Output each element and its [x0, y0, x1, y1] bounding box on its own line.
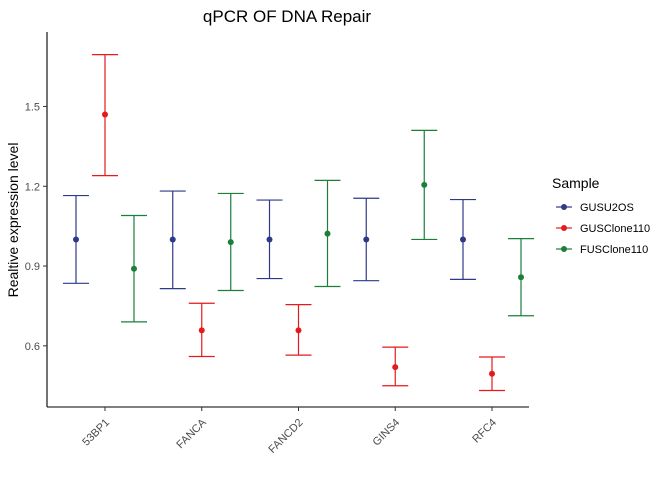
legend-title: Sample	[552, 175, 600, 191]
y-tick-label: 0.6	[25, 341, 40, 353]
data-point	[266, 236, 273, 243]
data-point	[392, 364, 399, 371]
legend-label: GUSClone110	[580, 223, 650, 235]
data-point	[324, 230, 331, 237]
x-tick-label: RFC4	[470, 417, 499, 446]
y-tick-label: 1.2	[25, 181, 40, 193]
x-tick-label: GINS4	[371, 417, 403, 449]
plot-area: 0.6 0.9 1.2 1.5 53BP1 FANCA FANCD2 GINS4 RFC4	[25, 32, 534, 456]
legend-key-point	[561, 246, 567, 252]
data-point	[460, 236, 466, 243]
x-tick-label: FANCA	[174, 416, 209, 451]
data-point	[421, 181, 428, 188]
data-point	[295, 327, 302, 334]
legend-key-point	[561, 225, 567, 231]
data-point	[489, 370, 495, 377]
legend-label: FUSClone110	[580, 244, 648, 256]
legend: Sample GUSU2OS GUSClone110 FUSClone110	[552, 175, 650, 256]
y-axis-label: Realtive expression level	[5, 143, 21, 298]
data-point	[518, 274, 524, 281]
data-point	[363, 236, 370, 243]
y-tick-label: 0.9	[25, 261, 40, 273]
y-tick-label: 1.5	[25, 101, 40, 113]
data-point	[198, 327, 205, 334]
x-tick-label: FANCD2	[266, 417, 305, 456]
data-point	[73, 236, 79, 243]
legend-label: GUSU2OS	[580, 202, 634, 214]
chart-title: qPCR OF DNA Repair	[203, 7, 371, 26]
data-point	[169, 236, 176, 243]
data-point	[102, 111, 108, 118]
data-point	[131, 265, 137, 272]
data-point	[227, 239, 234, 246]
legend-key-point	[561, 204, 567, 210]
x-tick-label: 53BP1	[80, 417, 112, 449]
